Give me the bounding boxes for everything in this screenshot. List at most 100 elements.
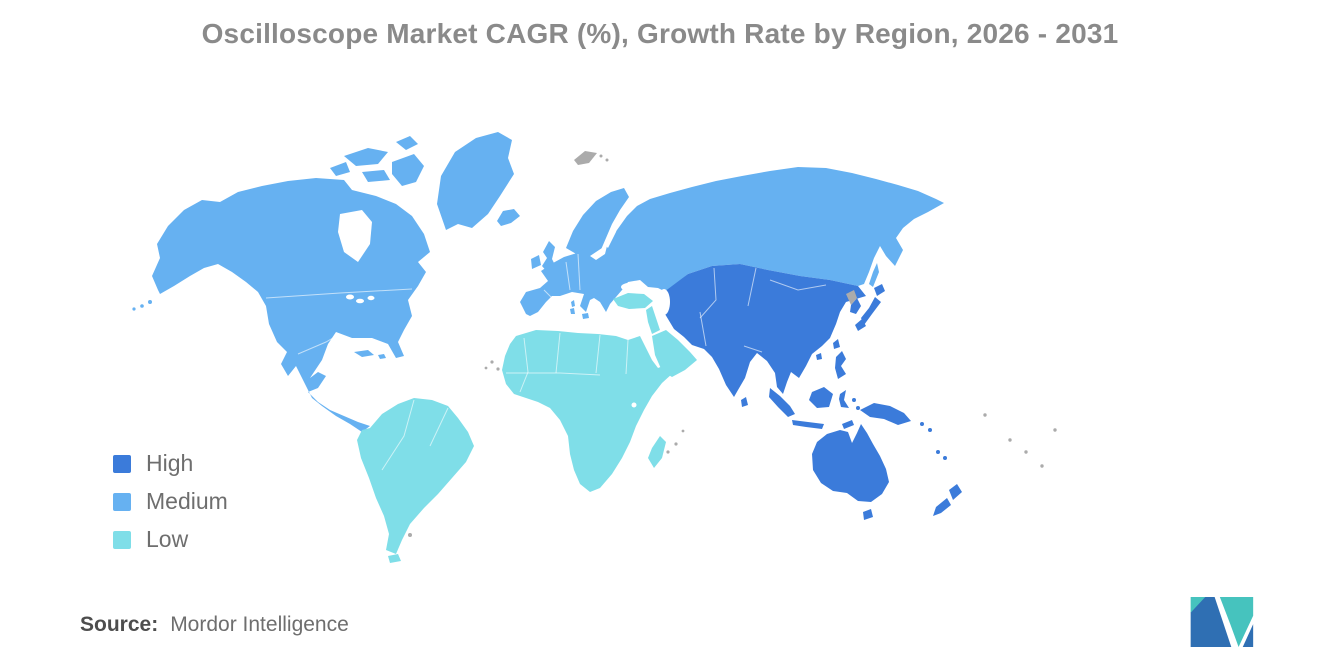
sea-overlays bbox=[338, 210, 670, 408]
region-reunion[interactable] bbox=[674, 442, 678, 446]
region-greenland[interactable] bbox=[437, 132, 514, 230]
source-label: Source: bbox=[80, 613, 159, 636]
region-java[interactable] bbox=[792, 420, 824, 429]
region-north-america[interactable] bbox=[152, 178, 430, 432]
region-africa[interactable] bbox=[502, 330, 680, 492]
logo-m-icon bbox=[1190, 597, 1254, 647]
legend-swatch-low bbox=[113, 530, 131, 549]
region-solomon-islands[interactable] bbox=[928, 428, 932, 432]
region-australia[interactable] bbox=[812, 424, 889, 502]
region-arctic-islands[interactable] bbox=[362, 170, 390, 182]
region-hainan[interactable] bbox=[816, 353, 822, 360]
region-cape-verde[interactable] bbox=[484, 366, 488, 370]
region-arctic-islands[interactable] bbox=[330, 162, 350, 176]
region-borneo[interactable] bbox=[809, 387, 833, 408]
region-sulawesi[interactable] bbox=[839, 390, 849, 408]
legend-swatch-high bbox=[113, 454, 131, 473]
region-pacific-islands[interactable] bbox=[1008, 438, 1012, 442]
region-cape-verde[interactable] bbox=[496, 367, 500, 371]
region-svalbard[interactable] bbox=[605, 158, 609, 162]
region-group-low bbox=[357, 293, 697, 563]
region-madagascar[interactable] bbox=[648, 436, 666, 468]
region-turkey[interactable] bbox=[613, 293, 653, 309]
region-aleutians[interactable] bbox=[148, 300, 152, 304]
legend-label-high: High bbox=[146, 450, 194, 476]
logo-teal-band bbox=[1219, 597, 1254, 647]
region-sumatra[interactable] bbox=[769, 388, 795, 417]
great-lakes bbox=[346, 294, 354, 300]
region-pacific-islands[interactable] bbox=[1053, 428, 1057, 432]
region-group-high bbox=[661, 264, 962, 520]
region-arctic-islands[interactable] bbox=[396, 136, 418, 150]
black-sea bbox=[621, 282, 643, 292]
region-arabian-peninsula[interactable] bbox=[652, 330, 697, 377]
region-asia[interactable] bbox=[661, 264, 866, 397]
region-group-no-data bbox=[408, 151, 1057, 537]
region-sicily[interactable] bbox=[582, 313, 589, 319]
region-sardinia[interactable] bbox=[570, 308, 575, 314]
region-japan-honshu[interactable] bbox=[861, 297, 881, 325]
lake-victoria bbox=[631, 402, 637, 408]
region-denmark[interactable] bbox=[576, 242, 585, 252]
country-borders bbox=[265, 253, 827, 471]
region-sakhalin[interactable] bbox=[869, 263, 879, 287]
region-tasmania[interactable] bbox=[863, 509, 873, 520]
region-solomon-islands[interactable] bbox=[920, 422, 924, 426]
region-iceland[interactable] bbox=[497, 209, 520, 226]
region-moluccas[interactable] bbox=[852, 398, 856, 402]
page-title: Oscilloscope Market CAGR (%), Growth Rat… bbox=[201, 18, 1119, 49]
region-cape-verde[interactable] bbox=[490, 360, 494, 364]
region-timor[interactable] bbox=[842, 420, 854, 429]
region-europe-russia[interactable] bbox=[520, 167, 944, 316]
gulf-of-bothnia bbox=[604, 214, 620, 248]
legend-item-high: High bbox=[113, 450, 228, 477]
region-svalbard[interactable] bbox=[574, 151, 597, 165]
region-cuba[interactable] bbox=[354, 350, 374, 357]
region-japan-kyushu[interactable] bbox=[855, 319, 866, 331]
source-text: Mordor Intelligence bbox=[170, 613, 349, 636]
baltic-sea bbox=[590, 242, 608, 260]
logo-blue-band bbox=[1190, 597, 1232, 647]
region-falkland-islands[interactable] bbox=[408, 533, 412, 537]
region-mauritius[interactable] bbox=[666, 450, 670, 454]
region-svalbard[interactable] bbox=[599, 154, 603, 158]
mordor-intelligence-logo bbox=[1190, 597, 1258, 647]
great-lakes bbox=[367, 295, 375, 301]
region-new-zealand-south[interactable] bbox=[933, 498, 951, 516]
region-new-guinea[interactable] bbox=[860, 403, 911, 425]
legend-item-medium: Medium bbox=[113, 488, 228, 515]
region-seychelles[interactable] bbox=[681, 429, 685, 433]
region-japan-hokkaido[interactable] bbox=[874, 284, 885, 296]
region-pacific-islands[interactable] bbox=[1024, 450, 1028, 454]
region-arctic-islands[interactable] bbox=[344, 148, 388, 166]
region-north-korea[interactable] bbox=[846, 290, 857, 305]
region-hispaniola[interactable] bbox=[378, 354, 386, 359]
region-pacific-islands[interactable] bbox=[983, 413, 987, 417]
region-tierra-del-fuego[interactable] bbox=[388, 554, 401, 563]
region-south-america[interactable] bbox=[357, 398, 474, 554]
region-scandinavia[interactable] bbox=[566, 188, 629, 259]
region-sri-lanka[interactable] bbox=[741, 397, 748, 407]
region-arctic-islands[interactable] bbox=[392, 154, 424, 186]
source-line: Source: Mordor Intelligence bbox=[80, 613, 349, 637]
region-new-zealand-north[interactable] bbox=[949, 484, 962, 500]
region-moluccas[interactable] bbox=[856, 406, 860, 410]
legend-label-medium: Medium bbox=[146, 488, 228, 514]
region-philippines[interactable] bbox=[835, 351, 846, 379]
region-corsica[interactable] bbox=[571, 300, 575, 307]
legend-swatch-medium bbox=[113, 492, 131, 511]
region-new-caledonia[interactable] bbox=[943, 456, 947, 460]
region-south-korea[interactable] bbox=[850, 298, 861, 314]
region-aleutians[interactable] bbox=[140, 304, 144, 308]
region-ireland[interactable] bbox=[531, 255, 541, 269]
legend-item-low: Low bbox=[113, 526, 228, 553]
region-levant[interactable] bbox=[646, 306, 660, 334]
region-vanuatu[interactable] bbox=[936, 450, 940, 454]
hudson-bay bbox=[338, 210, 372, 262]
region-pacific-islands[interactable] bbox=[1040, 464, 1044, 468]
logo-blue-triangle bbox=[1242, 624, 1254, 647]
region-aleutians[interactable] bbox=[132, 307, 136, 311]
region-taiwan[interactable] bbox=[833, 339, 840, 349]
